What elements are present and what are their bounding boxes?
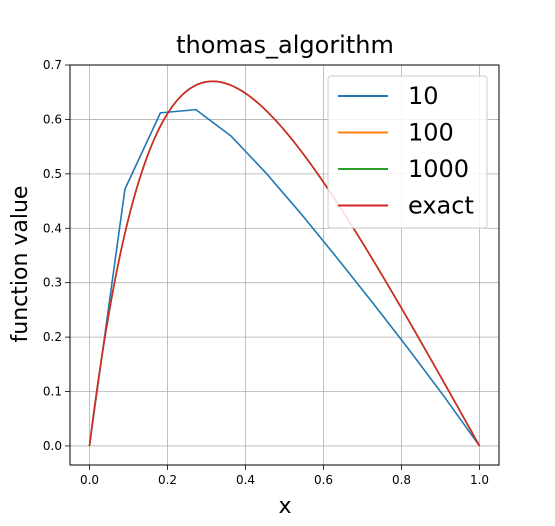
y-tick-label: 0.6 [43,112,62,126]
y-tick-label: 0.4 [43,221,62,235]
x-tick-label: 0.6 [314,473,333,487]
y-tick-label: 0.3 [43,276,62,290]
legend-label-10: 10 [408,82,439,110]
legend: 10 100 1000 exact [328,76,487,228]
y-tick-label: 0.7 [43,58,62,72]
y-tick-label: 0.5 [43,167,62,181]
x-tick-label: 0.4 [236,473,255,487]
legend-label-100: 100 [408,119,454,147]
legend-label-1000: 1000 [408,155,469,183]
y-axis-label: function value [8,186,33,343]
chart-title: thomas_algorithm [176,31,394,59]
x-axis-label: x [278,494,291,519]
y-tick-label: 0.0 [43,439,62,453]
x-tick-label: 0.0 [80,473,99,487]
y-tick-label: 0.2 [43,330,62,344]
x-tick-label: 1.0 [470,473,489,487]
y-tick-label: 0.1 [43,385,62,399]
legend-label-exact: exact [408,192,474,220]
x-tick-label: 0.8 [392,473,411,487]
x-tick-label: 0.2 [158,473,177,487]
